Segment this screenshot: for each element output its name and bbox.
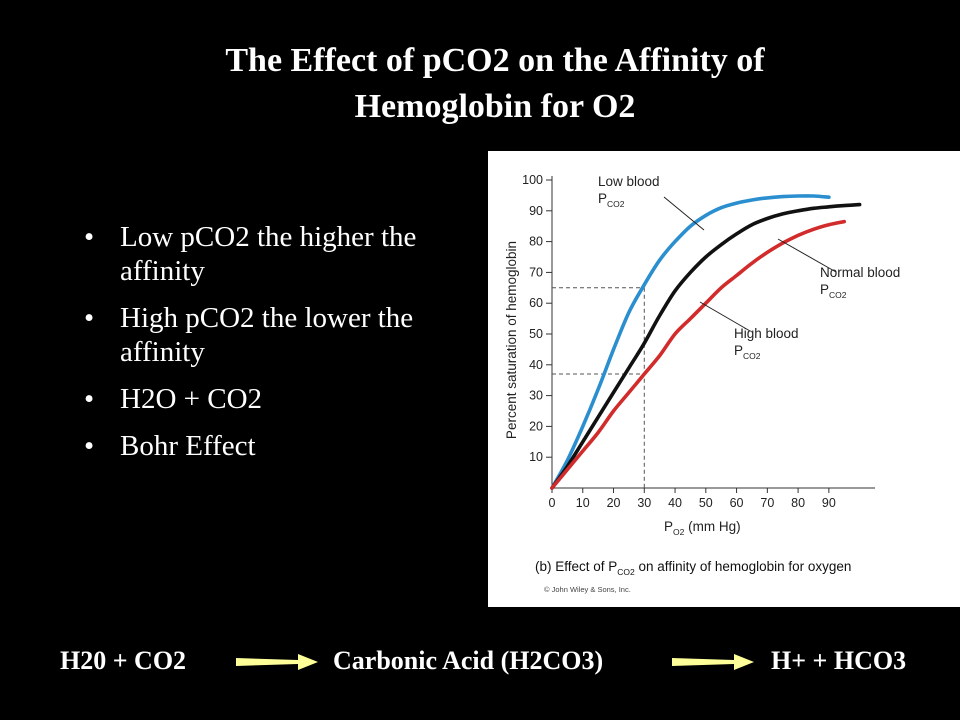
bullet-item-high-pco2: High pCO2 the lower the affinity — [84, 301, 454, 369]
equation-row: H20 + CO2 Carbonic Acid (H2CO3) H+ + HCO… — [0, 645, 960, 677]
y-tick-label-70: 70 — [529, 265, 543, 279]
x-tick-label-70: 70 — [760, 496, 774, 510]
equation-intermediate: Carbonic Acid (H2CO3) — [333, 646, 604, 675]
bullet-item-bohr-effect: Bohr Effect — [84, 429, 454, 463]
series-label-high-pco2: High blood — [734, 326, 799, 341]
bullet-item-low-pco2: Low pCO2 the higher the affinity — [84, 220, 454, 288]
reaction-arrow-2-icon — [672, 654, 754, 670]
x-tick-label-0: 0 — [549, 496, 556, 510]
y-tick-label-80: 80 — [529, 235, 543, 249]
x-tick-label-30: 30 — [637, 496, 651, 510]
x-tick-label-90: 90 — [822, 496, 836, 510]
x-tick-label-50: 50 — [699, 496, 713, 510]
copyright-note: © John Wiley & Sons, Inc. — [544, 585, 631, 594]
bullet-list: Low pCO2 the higher the affinity High pC… — [84, 220, 454, 476]
series-label-pco2-low-pco2: PCO2 — [598, 191, 625, 209]
y-tick-label-20: 20 — [529, 419, 543, 433]
series-label-normal-pco2: Normal blood — [820, 265, 900, 280]
slide-title: The Effect of pCO2 on the Affinity of He… — [0, 38, 960, 130]
series-line-low-pco2 — [550, 194, 831, 490]
series-leader-line-low-pco2 — [663, 196, 705, 231]
series-label-pco2-normal-pco2: PCO2 — [820, 282, 847, 300]
saturation-chart: 10 20 30 40 50 60 70 80 90 100 0 10 20 30 40 50 60 70 80 90… — [504, 173, 900, 594]
series-leader-line-high-pco2 — [699, 301, 751, 332]
series-label-pco2-high-pco2: PCO2 — [734, 343, 761, 361]
slide-title-line-1: The Effect of pCO2 on the Affinity of — [225, 42, 765, 79]
y-tick-label-10: 10 — [529, 450, 543, 464]
chart-figure: 10 20 30 40 50 60 70 80 90 100 0 10 20 30 40 50 60 70 80 90… — [488, 151, 960, 607]
bullet-item-h2o-co2: H2O + CO2 — [84, 382, 454, 416]
y-tick-label-40: 40 — [529, 358, 543, 372]
series-line-normal-pco2 — [550, 202, 862, 490]
slide-title-line-2: Hemoglobin for O2 — [354, 88, 636, 125]
reaction-arrow-1-icon — [236, 654, 318, 670]
series-leader-line-normal-pco2 — [777, 238, 837, 273]
x-tick-label-40: 40 — [668, 496, 682, 510]
x-tick-label-60: 60 — [730, 496, 744, 510]
y-tick-label-30: 30 — [529, 389, 543, 403]
x-axis-label: PO2 (mm Hg) — [664, 519, 741, 537]
y-tick-label-60: 60 — [529, 296, 543, 310]
y-tick-label-100: 100 — [522, 173, 543, 187]
series-line-high-pco2 — [550, 219, 846, 490]
y-tick-label-90: 90 — [529, 204, 543, 218]
x-tick-label-10: 10 — [576, 496, 590, 510]
chart-caption: (b) Effect of PCO2 on affinity of hemogl… — [535, 559, 851, 577]
equation-products: H+ + HCO3 — [771, 646, 907, 675]
equation-reactants: H20 + CO2 — [60, 646, 187, 675]
y-axis-label: Percent saturation of hemoglobin — [504, 241, 519, 439]
x-tick-label-20: 20 — [607, 496, 621, 510]
x-tick-label-80: 80 — [791, 496, 805, 510]
series-label-low-pco2: Low blood — [598, 174, 660, 189]
y-tick-label-50: 50 — [529, 327, 543, 341]
